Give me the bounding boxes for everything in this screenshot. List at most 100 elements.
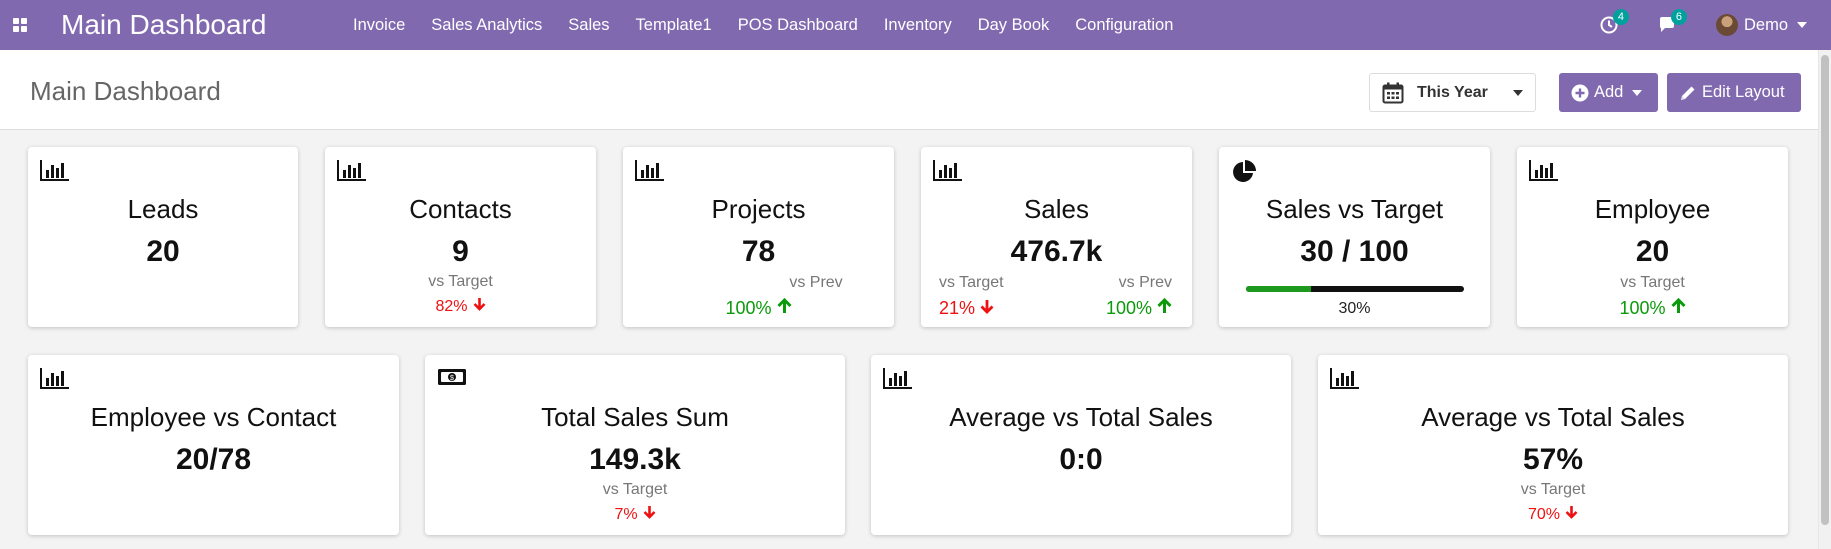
card-title: Employee xyxy=(1594,194,1711,224)
vs-target-value: 100% xyxy=(1517,297,1788,319)
vs-target-label: vs Target xyxy=(428,273,493,290)
vs-prev-percent: 100% xyxy=(1105,298,1152,318)
edit-layout-label: Edit Layout xyxy=(1702,83,1785,101)
app-brand[interactable]: Main Dashboard xyxy=(61,9,267,40)
bar-chart-icon xyxy=(933,159,963,186)
target-progress-bar xyxy=(1246,286,1464,292)
vs-prev-label: vs Prev xyxy=(789,274,843,291)
menu-item-template1[interactable]: Template1 xyxy=(635,15,712,34)
avatar xyxy=(1715,14,1738,36)
vs-target-value: 21% xyxy=(939,298,994,319)
page-title: Main Dashboard xyxy=(30,76,221,106)
chevron-down-icon xyxy=(1513,90,1523,96)
vs-target-label: vs Target xyxy=(939,274,1004,291)
edit-layout-button[interactable]: Edit Layout xyxy=(1667,73,1801,112)
arrow-up-icon xyxy=(1670,297,1686,319)
top-navbar: Main Dashboard Invoice Sales Analytics S… xyxy=(0,0,1831,50)
vs-target-percent: 82% xyxy=(435,297,468,315)
period-selector[interactable]: This Year xyxy=(1369,73,1536,112)
card-value: 78 xyxy=(741,235,776,268)
page-scrollbar[interactable] xyxy=(1818,50,1831,549)
card-value: 20 xyxy=(146,235,180,268)
add-button[interactable]: Add xyxy=(1559,73,1658,112)
menu-item-pos-dashboard[interactable]: POS Dashboard xyxy=(737,15,858,34)
vs-target-value: 7% xyxy=(425,505,845,524)
average-vs-total-sales-card-2[interactable]: Average vs Total Sales 57% vs Target 70% xyxy=(1318,355,1788,535)
vs-target-value: 82% xyxy=(325,297,596,316)
menu-item-configuration[interactable]: Configuration xyxy=(1075,15,1174,34)
sales-vs-target-card[interactable]: Sales vs Target 30 / 100 30% xyxy=(1219,147,1490,327)
card-value: 20/78 xyxy=(175,443,252,476)
average-vs-total-sales-card[interactable]: Average vs Total Sales 0:0 xyxy=(871,355,1291,535)
chevron-down-icon xyxy=(1797,22,1807,28)
projects-card[interactable]: Projects 78 vs Prev 100% xyxy=(623,147,894,327)
scrollbar-thumb[interactable] xyxy=(1821,55,1829,525)
card-value: 30 / 100 xyxy=(1300,235,1409,268)
vs-target-percent: 70% xyxy=(1527,505,1561,523)
vs-prev-percent: 100% xyxy=(725,298,772,318)
chevron-down-icon xyxy=(1632,89,1643,96)
chat-icon xyxy=(1659,17,1674,32)
card-title: Average vs Total Sales xyxy=(1421,402,1685,432)
navbar-systray: 4 6 Demo xyxy=(1600,0,1831,50)
money-icon: $ xyxy=(437,367,467,392)
card-value: 149.3k xyxy=(589,443,681,476)
vs-prev-value: 100% xyxy=(1105,297,1172,319)
card-title: Average vs Total Sales xyxy=(949,402,1213,432)
card-value: 57% xyxy=(1522,443,1584,476)
employee-vs-contact-card[interactable]: Employee vs Contact 20/78 xyxy=(28,355,399,535)
total-sales-sum-card[interactable]: $ Total Sales Sum 149.3k vs Target 7% xyxy=(425,355,845,535)
bar-chart-icon xyxy=(40,159,70,186)
main-menu: Invoice Sales Analytics Sales Template1 … xyxy=(340,16,1186,35)
contacts-card[interactable]: Contacts 9 vs Target 82% xyxy=(325,147,596,327)
user-menu[interactable]: Demo xyxy=(1715,14,1807,36)
menu-item-inventory[interactable]: Inventory xyxy=(883,15,952,34)
sales-card[interactable]: Sales 476.7k vs Target vs Prev 21% 100% xyxy=(921,147,1192,327)
vs-target-label: vs Target xyxy=(1620,274,1685,291)
period-label: This Year xyxy=(1417,83,1488,101)
clock-icon xyxy=(1600,16,1618,34)
plus-circle-icon xyxy=(1571,84,1589,101)
arrow-up-icon xyxy=(1157,297,1172,319)
bar-chart-icon xyxy=(40,367,70,394)
bar-chart-icon xyxy=(635,159,665,186)
svg-text:$: $ xyxy=(450,375,454,382)
bar-chart-icon xyxy=(1529,159,1559,186)
arrow-down-icon xyxy=(473,297,486,316)
pencil-icon xyxy=(1681,86,1695,100)
bar-chart-icon xyxy=(1330,367,1360,394)
pie-chart-icon xyxy=(1231,159,1257,190)
activity-count-badge: 4 xyxy=(1612,9,1629,25)
arrow-down-icon xyxy=(1565,505,1578,524)
menu-item-sales-analytics[interactable]: Sales Analytics xyxy=(431,15,543,34)
calendar-icon xyxy=(1382,82,1404,103)
arrow-up-icon xyxy=(776,297,792,319)
leads-card[interactable]: Leads 20 xyxy=(28,147,298,327)
card-title: Contacts xyxy=(409,194,512,224)
menu-item-invoice[interactable]: Invoice xyxy=(353,15,406,34)
control-panel: Main Dashboard This Year Add Edit Layout xyxy=(0,50,1818,130)
employee-card[interactable]: Employee 20 vs Target 100% xyxy=(1517,147,1788,327)
messages-button[interactable]: 6 xyxy=(1658,9,1687,37)
add-button-label: Add xyxy=(1594,83,1624,101)
progress-label: 30% xyxy=(1338,300,1371,317)
card-title: Employee vs Contact xyxy=(90,402,337,432)
card-title: Projects xyxy=(711,194,806,224)
arrow-down-icon xyxy=(980,298,994,319)
menu-item-sales[interactable]: Sales xyxy=(568,15,610,34)
card-value: 0:0 xyxy=(1059,443,1103,476)
vs-prev-label: vs Prev xyxy=(1118,274,1172,291)
card-value: 9 xyxy=(452,235,469,268)
arrow-down-icon xyxy=(643,505,656,524)
menu-item-day-book[interactable]: Day Book xyxy=(977,15,1050,34)
activity-button[interactable]: 4 xyxy=(1600,9,1629,37)
card-title: Leads xyxy=(127,194,199,224)
card-value: 20 xyxy=(1635,235,1670,268)
apps-grid-icon[interactable] xyxy=(0,0,40,50)
vs-target-percent: 7% xyxy=(614,505,638,523)
message-count-badge: 6 xyxy=(1670,9,1687,25)
progress-fill xyxy=(1246,286,1312,292)
vs-target-percent: 100% xyxy=(1619,298,1666,318)
user-name: Demo xyxy=(1743,15,1788,34)
bar-chart-icon xyxy=(883,367,913,394)
